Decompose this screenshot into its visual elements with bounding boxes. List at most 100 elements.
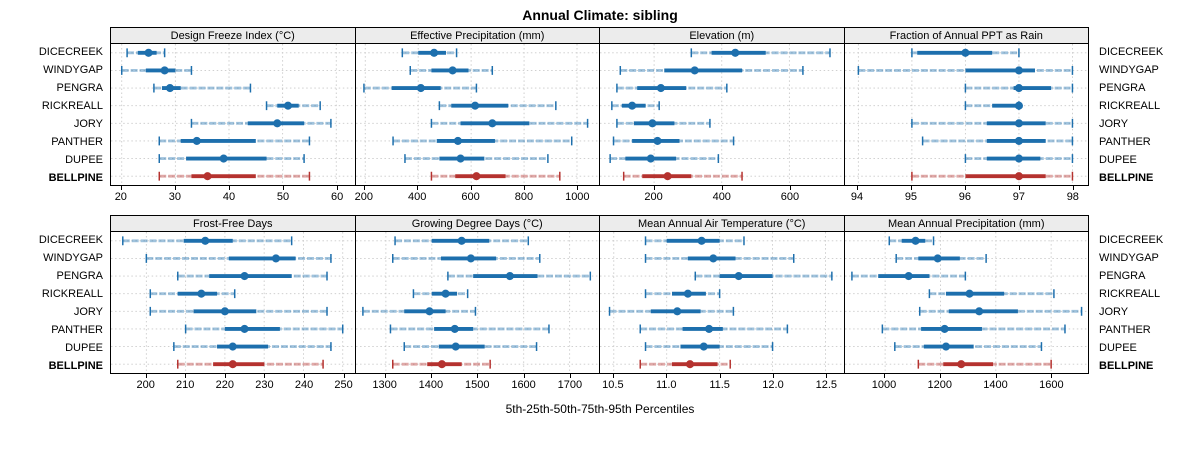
x-tick-mark bbox=[228, 186, 230, 190]
median-dot bbox=[683, 289, 692, 298]
median-dot bbox=[201, 236, 210, 245]
median-dot bbox=[1014, 101, 1023, 110]
percentile-bar-windygap bbox=[391, 254, 541, 263]
median-dot bbox=[734, 272, 743, 281]
median-dot bbox=[203, 172, 212, 181]
x-tick-mark bbox=[856, 186, 858, 190]
x-tick-label: 95 bbox=[904, 191, 918, 203]
site-label-jory: JORY bbox=[73, 305, 103, 318]
x-tick-mark bbox=[1072, 186, 1074, 190]
site-labels-left-top: DICECREEK WINDYGAP PENGRA RICKREALL JORY PANT… bbox=[0, 27, 110, 215]
x-tick-mark bbox=[826, 374, 828, 378]
x-tick-label: 11.0 bbox=[655, 379, 677, 391]
x-tick-label: 240 bbox=[294, 379, 314, 391]
site-label-bellpine: BELLPINE bbox=[1099, 171, 1154, 184]
percentile-bar-windygap bbox=[145, 254, 332, 263]
median-dot bbox=[663, 172, 672, 181]
percentile-bar-bellpine bbox=[391, 359, 491, 369]
site-label-dupee: DUPEE bbox=[1099, 341, 1137, 354]
median-dot bbox=[628, 101, 637, 110]
percentile-bar-panther bbox=[612, 136, 735, 146]
x-axis: 94 95 96 97 98 bbox=[844, 186, 1090, 215]
median-dot bbox=[220, 307, 229, 316]
panel-plot-svg bbox=[844, 44, 1088, 185]
panel-strip-title: Design Freeze Index (°C) bbox=[110, 27, 356, 44]
x-tick-label: 1700 bbox=[557, 379, 583, 391]
site-label-rickreall: RICKREALL bbox=[41, 100, 103, 113]
median-dot bbox=[1014, 172, 1023, 181]
median-dot bbox=[697, 236, 706, 245]
x-tick-mark bbox=[772, 374, 774, 378]
panel-plot-svg bbox=[111, 232, 355, 373]
site-labels-right-bottom: DICECREEK WINDYGAP PENGRA RICKREALL JORY PANT… bbox=[1092, 215, 1200, 399]
median-dot bbox=[487, 119, 496, 128]
x-tick-label: 1200 bbox=[927, 379, 952, 391]
percentile-bar-dupee bbox=[644, 342, 774, 351]
panel-mean-annual-precipitation-mm: Mean Annual Precipitation (mm) 1000 1200 14… bbox=[843, 215, 1089, 399]
x-tick-mark bbox=[1018, 186, 1020, 190]
x-tick-mark bbox=[964, 186, 966, 190]
panel-strip-title: Frost-Free Days bbox=[110, 215, 356, 232]
x-tick-label: 400 bbox=[408, 191, 427, 203]
x-tick-label: 220 bbox=[215, 379, 234, 391]
median-dot bbox=[1014, 136, 1023, 145]
percentile-bar-dupee bbox=[964, 154, 1073, 163]
axis-caption: 5th-25th-50th-75th-95th Percentiles bbox=[505, 402, 695, 416]
percentile-bar-pengra bbox=[362, 83, 477, 93]
x-tick-mark bbox=[719, 374, 721, 378]
x-tick-mark bbox=[1051, 374, 1053, 378]
panel-strip-title: Effective Precipitation (mm) bbox=[354, 27, 600, 44]
median-dot bbox=[240, 272, 249, 281]
x-tick-label: 600 bbox=[780, 191, 800, 203]
median-dot bbox=[466, 254, 475, 263]
panel-strip-title: Fraction of Annual PPT as Rain bbox=[843, 27, 1089, 44]
site-label-dupee: DUPEE bbox=[65, 341, 103, 354]
percentile-bar-dicecreek bbox=[126, 48, 166, 58]
median-dot bbox=[453, 136, 462, 145]
median-dot bbox=[1014, 154, 1023, 163]
percentile-bar-panther bbox=[184, 324, 344, 334]
panel-plot-area bbox=[843, 231, 1089, 374]
median-dot bbox=[656, 84, 665, 93]
median-dot bbox=[448, 66, 457, 75]
median-dot bbox=[144, 48, 153, 57]
site-labels-right-top: DICECREEK WINDYGAP PENGRA RICKREALL JORY PANT… bbox=[1092, 27, 1200, 215]
percentile-bar-panther bbox=[158, 136, 311, 146]
site-label-dupee: DUPEE bbox=[1099, 153, 1137, 166]
median-dot bbox=[424, 307, 434, 316]
percentile-bar-pengra bbox=[694, 271, 833, 281]
median-dot bbox=[273, 119, 282, 128]
percentile-bar-bellpine bbox=[177, 359, 324, 369]
panel-strip-title: Mean Annual Air Temperature (°C) bbox=[599, 215, 845, 232]
site-label-pengra: PENGRA bbox=[1099, 270, 1146, 283]
panel-plot-area bbox=[843, 43, 1089, 186]
site-label-jory: JORY bbox=[73, 117, 103, 130]
x-tick-label: 230 bbox=[255, 379, 274, 391]
site-label-dicecreek: DICECREEK bbox=[1099, 46, 1164, 59]
panel-frost-free-days: Frost-Free Days 200 210 220 230 240 250 bbox=[110, 215, 356, 399]
panel-strip-title: Mean Annual Precipitation (mm) bbox=[843, 215, 1089, 232]
x-tick-label: 200 bbox=[136, 379, 155, 391]
percentile-bar-panther bbox=[391, 136, 572, 146]
median-dot bbox=[450, 324, 459, 333]
page-title: Annual Climate: sibling bbox=[522, 7, 678, 23]
median-dot bbox=[505, 272, 514, 281]
panel-design-freeze-index-c: Design Freeze Index (°C) 20 30 40 50 60 bbox=[110, 27, 356, 215]
percentile-bar-dupee bbox=[173, 342, 332, 351]
x-tick-label: 12.5 bbox=[815, 379, 838, 391]
percentile-bar-rickreall bbox=[265, 101, 321, 111]
x-tick-mark bbox=[789, 186, 791, 190]
x-tick-mark bbox=[384, 374, 386, 378]
x-tick-label: 1600 bbox=[1039, 379, 1064, 391]
x-tick-mark bbox=[120, 186, 122, 190]
x-tick-label: 10.5 bbox=[602, 379, 624, 391]
median-dot bbox=[160, 66, 169, 75]
panel-plot-svg bbox=[355, 232, 599, 373]
median-dot bbox=[704, 324, 714, 333]
median-dot bbox=[646, 154, 655, 163]
panels-top: Design Freeze Index (°C) 20 30 40 50 60 Effect… bbox=[110, 27, 1092, 215]
x-tick-mark bbox=[612, 374, 614, 378]
x-tick-label: 12.0 bbox=[762, 379, 784, 391]
site-label-windygap: WINDYGAP bbox=[43, 252, 103, 265]
panel-fraction-of-annual-ppt-as-rain: Fraction of Annual PPT as Rain 94 95 96 97 98 bbox=[843, 27, 1090, 215]
